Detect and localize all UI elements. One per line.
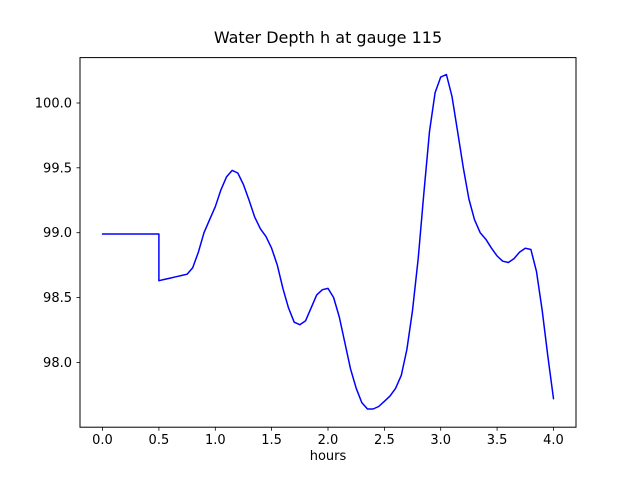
x-tick-label: 1.5 [261,433,282,448]
x-tick-label: 0.5 [149,433,170,448]
x-axis-label: hours [309,449,347,464]
axes-frame [79,57,577,428]
y-tick-label: 98.0 [43,356,72,371]
x-tick-label: 1.0 [205,433,226,448]
y-tick-label: 98.5 [43,291,72,306]
x-tick-label: 2.5 [374,433,395,448]
x-tick-label: 3.0 [430,433,451,448]
x-tick-label: 4.0 [543,433,564,448]
data-line [101,73,555,410]
x-tick-label: 2.0 [318,433,339,448]
y-tick-label: 99.0 [43,226,72,241]
chart-title: Water Depth h at gauge 115 [213,28,443,47]
x-tick-label: 0.0 [92,433,113,448]
x-tick-label: 3.5 [487,433,508,448]
y-tick-label: 99.5 [43,161,72,176]
y-tick-label: 100.0 [35,97,72,112]
